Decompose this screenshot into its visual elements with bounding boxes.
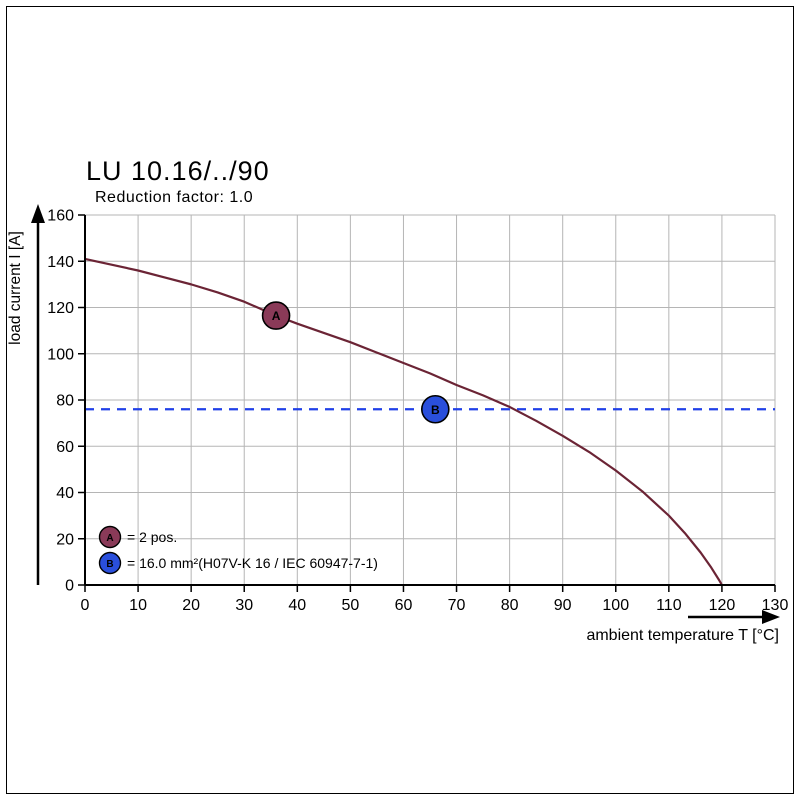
legend-text: = 16.0 mm²(H07V-K 16 / IEC 60947-7-1) [127, 555, 378, 571]
marker-A: A [261, 301, 291, 330]
chart-title: LU 10.16/../90 [86, 156, 270, 186]
marker-letter: A [272, 309, 281, 323]
marker-B: B [421, 394, 450, 424]
y-tick-labels: 0 20 40 60 80 100 120 140 160 [47, 208, 85, 595]
x-tick-label: 130 [762, 597, 789, 614]
legend-marker-letter: A [106, 533, 113, 544]
y-axis-arrowhead-icon [31, 204, 45, 223]
x-tick-label: 90 [554, 597, 572, 614]
x-tick-label: 0 [81, 597, 90, 614]
y-tick-label: 40 [56, 485, 74, 502]
x-tick-label: 100 [602, 597, 629, 614]
x-tick-label: 120 [709, 597, 736, 614]
y-tick-label: 80 [56, 393, 74, 410]
x-tick-label: 40 [288, 597, 306, 614]
legend-item-B: B = 16.0 mm²(H07V-K 16 / IEC 60947-7-1) [98, 551, 378, 575]
x-tick-label: 110 [656, 597, 682, 614]
x-tick-label: 30 [235, 597, 253, 614]
x-tick-label: 20 [182, 597, 200, 614]
legend-marker-icon [98, 525, 122, 549]
y-tick-label: 120 [47, 300, 74, 317]
chart-subtitle: Reduction factor: 1.0 [95, 189, 254, 206]
legend-text: = 2 pos. [127, 529, 177, 545]
y-tick-label: 0 [65, 578, 74, 595]
legend-item-A: A = 2 pos. [98, 525, 177, 549]
x-tick-label: 70 [448, 597, 466, 614]
x-tick-label: 50 [341, 597, 359, 614]
marker-letter: B [431, 403, 440, 417]
y-tick-label: 60 [56, 439, 74, 456]
legend-marker-icon [98, 551, 122, 575]
x-axis-label: ambient temperature T [°C] [586, 627, 779, 644]
x-tick-label: 60 [395, 597, 413, 614]
y-axis-label: load current I [A] [7, 231, 24, 345]
x-tick-label: 10 [129, 597, 147, 614]
y-tick-label: 100 [47, 346, 74, 363]
y-tick-label: 20 [56, 531, 74, 548]
x-tick-label: 80 [501, 597, 519, 614]
x-tick-labels: 0 10 20 30 40 50 60 70 80 90 100 110 120 130 [81, 585, 789, 614]
y-tick-label: 140 [47, 254, 74, 271]
legend-marker-letter: B [106, 559, 113, 570]
derating-curve [84, 257, 723, 586]
y-tick-label: 160 [47, 208, 74, 225]
x-axis-arrowhead-icon [762, 610, 780, 624]
